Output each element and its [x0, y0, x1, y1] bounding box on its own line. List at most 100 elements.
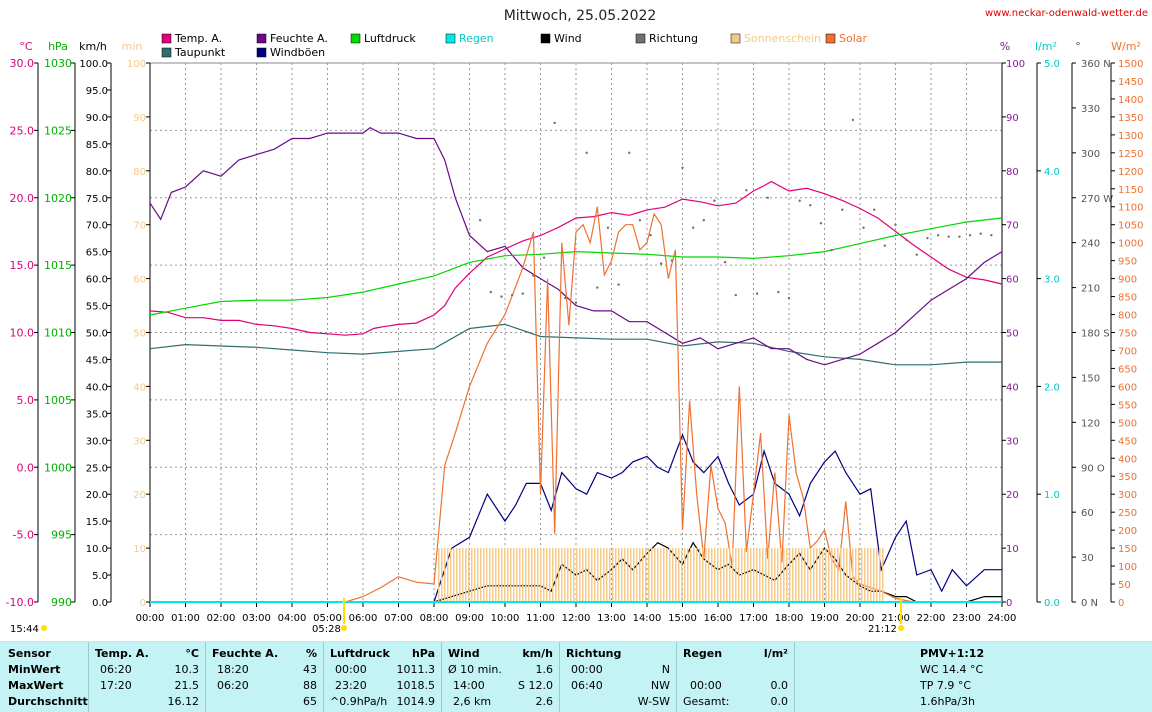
wind-tick-label: 5.0: [92, 571, 108, 582]
direction-point: [841, 208, 844, 211]
wind-tick-label: 15.0: [86, 517, 108, 528]
x-tick-label: 24:00: [988, 613, 1017, 624]
solar-tick-label: 700: [1118, 346, 1137, 357]
legend-label: Windböen: [270, 46, 325, 59]
direction-point: [670, 259, 674, 262]
header-direction: Richtung: [566, 647, 622, 660]
cell-pressure-min-time: 00:00: [335, 663, 367, 676]
wind-tick-label: 65.0: [86, 248, 108, 259]
humidity-tick-label: 60: [1006, 275, 1019, 286]
direction-point: [936, 233, 940, 237]
x-tick-label: 16:00: [704, 613, 733, 624]
direction-tick-label: 270 W: [1081, 194, 1113, 205]
direction-point: [873, 208, 876, 211]
x-tick-label: 13:00: [597, 613, 626, 624]
direction-point: [755, 292, 759, 295]
direction-tick-label: 0 N: [1081, 598, 1098, 609]
direction-point: [723, 260, 727, 264]
temp-unit-label: °C: [19, 40, 33, 53]
solar-tick-label: 900: [1118, 275, 1137, 286]
cell-humidity-avg-value: 65: [303, 695, 317, 708]
sunshine-bar: [785, 548, 811, 602]
sunshine-bar: [636, 548, 662, 602]
direction-point: [681, 166, 684, 170]
cell-pressure-max-time: 23:20: [335, 679, 367, 692]
rain-tick-label: 3.0: [1044, 275, 1060, 286]
series-sonnenschein: [437, 548, 885, 602]
solar-tick-label: 1450: [1118, 77, 1143, 88]
humidity-tick-label: 100: [1006, 59, 1025, 70]
direction-point: [766, 196, 769, 199]
humidity-tick-label: 20: [1006, 490, 1019, 501]
direction-point: [691, 226, 695, 229]
sunshine-bar: [860, 548, 885, 602]
wind-tick-label: 50.0: [86, 329, 108, 340]
cell-rain-total-value: 0.0: [770, 695, 789, 708]
header-pmv: PMV+1:12: [920, 647, 985, 660]
table-col-humidity: Feuchte A. % 18:20 43 06:20 88 65: [205, 642, 324, 712]
wind-tick-label: 35.0: [86, 409, 108, 420]
wind-tick-label: 45.0: [86, 355, 108, 366]
x-tick-label: 21:00: [881, 613, 910, 624]
direction-point: [968, 233, 972, 237]
cell-wind-avg-value: 1.6: [535, 663, 554, 676]
table-col-sensor: Sensor MinWert MaxWert Durchschnitt: [0, 642, 89, 712]
direction-point: [553, 121, 556, 125]
cell-pressure-max-value: 1018.5: [396, 679, 436, 692]
direction-point: [958, 235, 961, 238]
sunshine-tick-label: 80: [133, 167, 146, 178]
solar-tick-label: 100: [1118, 562, 1137, 573]
table-col-temp: Temp. A. °C 06:20 10.3 17:20 21.5 16.12: [88, 642, 206, 712]
wind-tick-label: 100.0: [79, 59, 108, 70]
direction-point: [702, 219, 705, 222]
humidity-tick-label: 70: [1006, 221, 1019, 232]
series-line: [149, 180, 1003, 336]
legend-label: Solar: [839, 32, 868, 45]
header-wind: Wind: [448, 647, 480, 660]
solar-tick-label: 1200: [1118, 167, 1143, 178]
header-sensor: Sensor: [8, 647, 51, 660]
series-solar: [150, 206, 1002, 603]
solar-tick-label: 1400: [1118, 95, 1143, 106]
row-label-avg: Durchschnitt: [8, 695, 88, 708]
solar-tick-label: 1250: [1118, 149, 1143, 160]
cell-direction-max-value: NW: [650, 679, 670, 692]
header-pressure: Luftdruck: [330, 647, 390, 660]
cell-pmv-dewpoint: TP 7.9 °C: [920, 679, 972, 692]
solar-tick-label: 800: [1118, 311, 1137, 322]
pressure-tick-label: 1000: [44, 461, 72, 474]
sunshine-bar: [835, 548, 860, 602]
direction-point: [542, 256, 546, 259]
legend-swatch: [350, 33, 361, 44]
direction-point: [947, 235, 950, 238]
site-link[interactable]: www.neckar-odenwald-wetter.de: [985, 8, 1148, 19]
header-humidity: Feuchte A.: [212, 647, 279, 660]
direction-tick-label: 120: [1081, 418, 1100, 429]
sunshine-tick-label: 50: [133, 329, 146, 340]
sunshine-bar: [561, 548, 587, 602]
x-tick-label: 09:00: [455, 613, 484, 624]
cell-temp-avg-value: 16.12: [167, 695, 200, 708]
direction-point: [660, 262, 663, 265]
solar-tick-label: 650: [1118, 364, 1137, 375]
cell-temp-max-time: 17:20: [100, 679, 132, 692]
series-line: [150, 206, 1002, 603]
direction-tick-label: 150: [1081, 373, 1100, 384]
pressure-tick-label: 990: [51, 596, 72, 609]
x-tick-label: 03:00: [242, 613, 271, 624]
temp-tick-label: -5.0: [13, 529, 34, 542]
cell-wind-avg-label: Ø 10 min.: [448, 663, 502, 676]
legend-swatch: [445, 33, 456, 44]
direction-point: [904, 238, 908, 241]
axes: 00:00 01:00 02:00 03:00 04:00 05:00 06:00 07:00…: [6, 57, 1144, 624]
table-col-wind: Wind km/h Ø 10 min. 1.6 14:00 S 12.0 2,6…: [441, 642, 560, 712]
direction-point: [713, 199, 716, 202]
header-pressure-unit: hPa: [411, 647, 435, 660]
direction-point: [926, 236, 929, 240]
solar-tick-label: 350: [1118, 472, 1137, 483]
x-tick-label: 01:00: [171, 613, 200, 624]
solar-tick-label: 0: [1118, 598, 1124, 609]
sunshine-bar: [437, 548, 463, 602]
header-rain-unit: l/m²: [763, 647, 788, 660]
direction-tick-label: 240: [1081, 239, 1100, 250]
